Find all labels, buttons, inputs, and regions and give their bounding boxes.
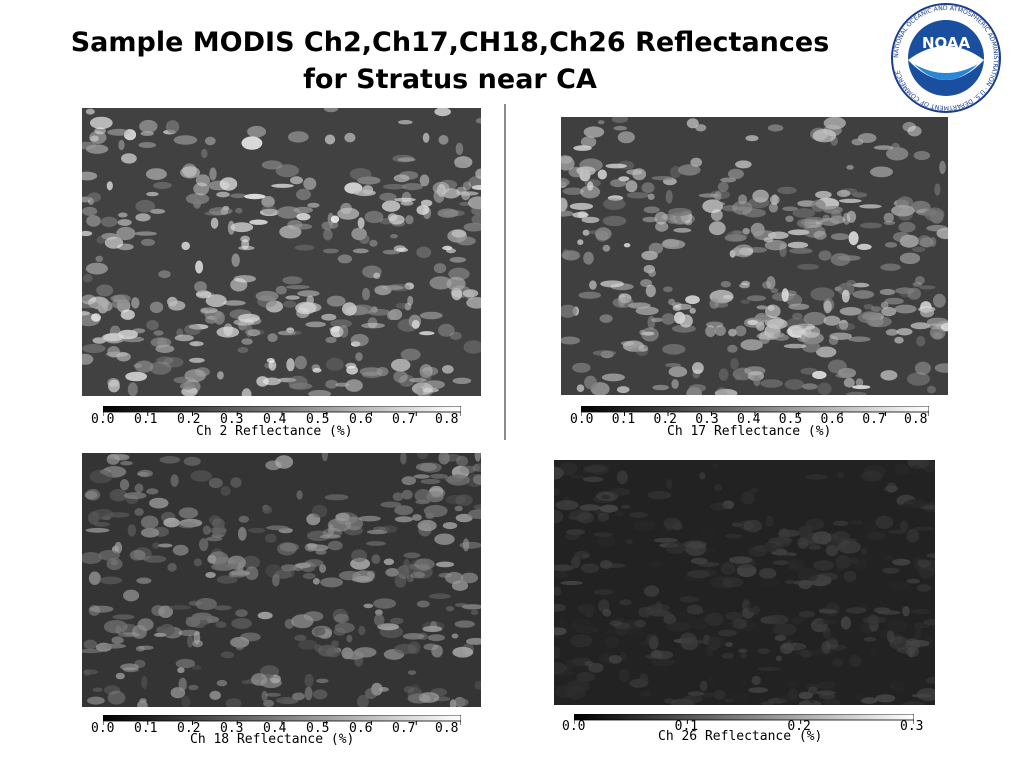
ch2-tick-label: 0.0 (91, 412, 115, 427)
ch18-reflectance-image (82, 453, 481, 707)
ch2-tick-label: 0.3 (220, 412, 244, 427)
ch2-tick-label: 0.5 (306, 412, 330, 427)
ch17-tick-label: 0.6 (820, 412, 844, 427)
ch26-colorbar-gradient (574, 714, 914, 721)
ch18-colorbar-title: Ch 18 Reflectance (%) (190, 732, 355, 747)
ch17-colorbar (581, 406, 929, 420)
ch26-colorbar-title: Ch 26 Reflectance (%) (658, 729, 823, 744)
ch26-tick-label: 0.0 (562, 719, 586, 734)
ch2-tick-label: 0.6 (349, 412, 373, 427)
slide-title: Sample MODIS Ch2,Ch17,CH18,Ch26 Reflecta… (40, 24, 860, 98)
ch18-tick-label: 0.8 (435, 721, 459, 736)
title-line-2: for Stratus near CA (303, 64, 597, 95)
ch26-tick-label: 0.1 (674, 719, 699, 734)
ch18-tick-label: 0.6 (349, 721, 373, 736)
ch18-tick-label: 0.3 (220, 721, 244, 736)
ch17-tick-label: 0.1 (611, 412, 636, 427)
title-line-1: Sample MODIS Ch2,Ch17,CH18,Ch26 Reflecta… (70, 27, 830, 58)
panel-divider (504, 104, 506, 440)
ch26-reflectance-image (554, 460, 935, 705)
ch2-tick-label: 0.4 (263, 412, 287, 427)
ch18-tick-label: 0.2 (177, 721, 201, 736)
noaa-logo-text: NOAA (922, 34, 971, 52)
ch18-tick-label: 0.4 (263, 721, 287, 736)
ch2-tick-label: 0.1 (134, 412, 158, 427)
ch26-tick-label: 0.3 (900, 719, 924, 734)
ch26-colorbar (574, 714, 914, 728)
ch17-tick-label: 0.4 (737, 412, 761, 427)
ch26-tick-label: 0.2 (787, 719, 811, 734)
ch17-tick-label: 0.5 (778, 412, 803, 427)
ch2-colorbar-title: Ch 2 Reflectance (%) (196, 424, 353, 439)
ch17-tick-label: 0.7 (862, 412, 886, 427)
ch17-tick-label: 0.3 (695, 412, 719, 427)
ch18-tick-label: 0.1 (134, 721, 158, 736)
ch2-tick-label: 0.2 (177, 412, 201, 427)
ch17-tick-label: 0.0 (570, 412, 594, 427)
ch2-reflectance-image (82, 108, 481, 396)
ch18-tick-label: 0.0 (91, 721, 115, 736)
ch2-tick-label: 0.8 (435, 412, 459, 427)
ch17-tick-label: 0.8 (904, 412, 928, 427)
ch2-tick-label: 0.7 (392, 412, 416, 427)
ch18-tick-label: 0.5 (306, 721, 330, 736)
ch18-tick-label: 0.7 (392, 721, 416, 736)
ch17-colorbar-title: Ch 17 Reflectance (%) (667, 424, 832, 439)
noaa-logo: NOAA NATIONAL OCEANIC AND ATMOSPHERIC AD… (884, 2, 1008, 114)
ch17-tick-label: 0.2 (653, 412, 677, 427)
ch2-colorbar (103, 406, 461, 420)
ch18-colorbar (103, 715, 461, 729)
ch17-reflectance-image (561, 117, 948, 395)
